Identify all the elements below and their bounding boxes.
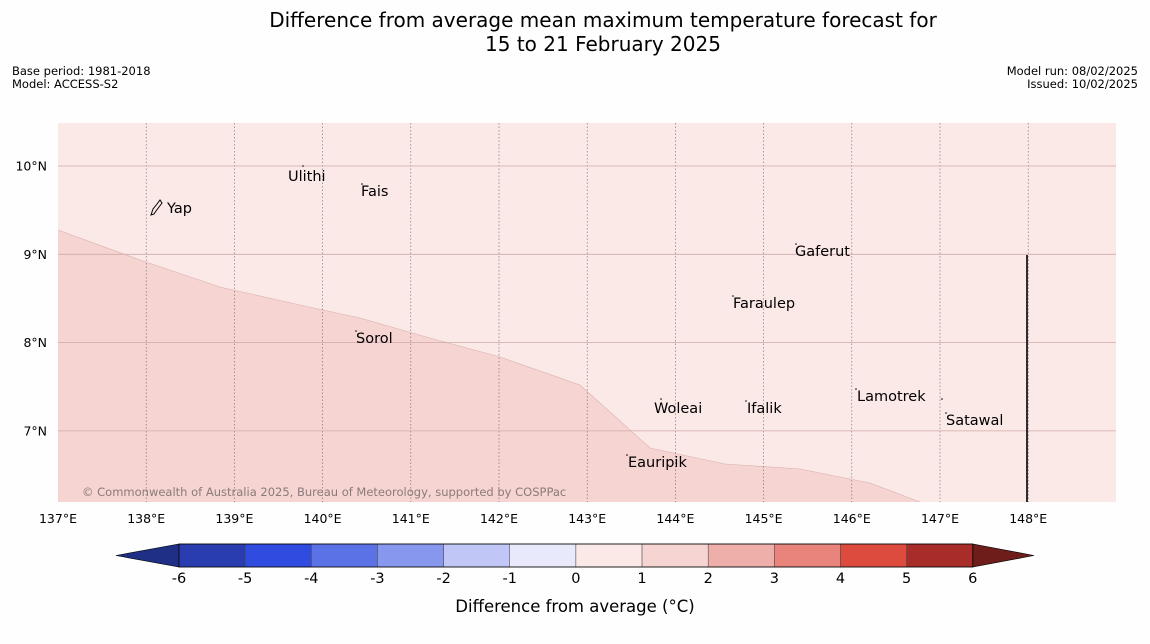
colorbar-tick-label: 4 — [836, 571, 845, 587]
longitude-tick-label: 142°E — [480, 511, 518, 526]
colorbar-frame — [178, 543, 974, 568]
latitude-tick-label: 9°N — [23, 247, 47, 262]
colorbar-bin — [575, 543, 643, 568]
latitude-tick-label: 10°N — [15, 159, 47, 174]
colorbar-tick-label: 3 — [770, 571, 779, 587]
island-dot — [626, 454, 628, 456]
colorbar-bin — [509, 543, 577, 568]
colorbar-tick-label: -2 — [436, 571, 450, 587]
model-name: Model: ACCESS-S2 — [12, 77, 119, 91]
colorbar-tick-label: -3 — [370, 571, 384, 587]
longitude-tick-label: 147°E — [921, 511, 959, 526]
longitude-tick-label: 137°E — [39, 511, 77, 526]
island-dot — [302, 165, 304, 167]
colorbar-extend-max — [972, 543, 1035, 568]
colorbar-tick-label: -1 — [503, 571, 517, 587]
latitude-labels: 10°N 9°N 8°N 7°N — [15, 159, 47, 439]
colorbar-tick-label: -5 — [238, 571, 252, 587]
colorbar-tick-label: 2 — [704, 571, 713, 587]
latitude-tick-label: 8°N — [23, 335, 47, 350]
colorbar-tick-label: -6 — [172, 571, 186, 587]
island-markers — [302, 165, 947, 456]
place-ifalik: Ifalik — [747, 401, 782, 417]
longitude-tick-label: 141°E — [392, 511, 430, 526]
yap-island-icon — [150, 199, 163, 216]
colorbar-tick-label: 0 — [571, 571, 580, 587]
colorbar-bin — [377, 543, 444, 568]
place-faraulep: Faraulep — [733, 296, 795, 312]
colorbar: -6 -5 -4 -3 -2 -1 0 1 2 3 4 5 6 — [115, 543, 1035, 587]
longitude-tick-label: 139°E — [215, 511, 253, 526]
colorbar-bin — [244, 543, 312, 568]
title-line-1: Difference from average mean maximum tem… — [269, 8, 937, 32]
longitude-tick-label: 138°E — [127, 511, 165, 526]
place-eauripik: Eauripik — [628, 455, 687, 471]
place-satawal: Satawal — [946, 413, 1003, 429]
longitude-tick-label: 145°E — [745, 511, 783, 526]
longitude-tick-label: 148°E — [1009, 511, 1047, 526]
place-labels: Yap Ulithi Fais Gaferut Faraulep Sorol W… — [166, 169, 1003, 471]
island-dot — [795, 243, 797, 245]
title-line-2: 15 to 21 February 2025 — [485, 32, 721, 56]
island-dot — [855, 388, 857, 390]
colorbar-bin — [311, 543, 378, 568]
colorbar-tick-label: -4 — [304, 571, 318, 587]
island-dot — [745, 400, 747, 402]
base-period: Base period: 1981-2018 — [12, 64, 151, 78]
colorbar-bin — [840, 543, 907, 568]
colorbar-bin — [774, 543, 841, 568]
place-lamotrek: Lamotrek — [857, 389, 926, 405]
longitude-tick-label: 140°E — [304, 511, 342, 526]
longitude-tick-label: 143°E — [568, 511, 606, 526]
colorbar-tick-label: 5 — [902, 571, 911, 587]
zone-boundary-line — [58, 229, 921, 502]
longitude-tick-label: 144°E — [656, 511, 694, 526]
colorbar-bin — [906, 543, 974, 568]
longitude-labels: 137°E 138°E 139°E 140°E 141°E 142°E 143°E 144°E… — [39, 511, 1047, 526]
place-ulithi: Ulithi — [288, 169, 326, 185]
island-dot — [361, 183, 363, 185]
place-woleai: Woleai — [654, 401, 702, 417]
colorbar-bin — [178, 543, 246, 568]
island-dot — [732, 295, 734, 297]
graticule — [58, 123, 1116, 502]
colorbar-label: Difference from average (°C) — [455, 597, 694, 616]
copyright-notice: © Commonwealth of Australia 2025, Bureau… — [82, 485, 566, 499]
place-gaferut: Gaferut — [795, 244, 850, 260]
place-sorol: Sorol — [356, 331, 393, 347]
colorbar-extend-min — [115, 543, 180, 568]
model-run: Model run: 08/02/2025 — [1006, 64, 1138, 78]
island-dot — [945, 412, 947, 414]
issued-date: Issued: 10/02/2025 — [1027, 77, 1138, 91]
place-fais: Fais — [361, 184, 388, 200]
meta-left: Base period: 1981-2018 Model: ACCESS-S2 — [12, 65, 151, 91]
zone-1-to-2 — [58, 230, 920, 502]
island-dot — [355, 330, 357, 332]
colorbar-tick-label: 1 — [637, 571, 646, 587]
island-dot — [941, 398, 943, 400]
longitude-tick-label: 146°E — [833, 511, 871, 526]
place-yap: Yap — [166, 201, 192, 217]
meta-right: Model run: 08/02/2025 Issued: 10/02/2025 — [1007, 65, 1138, 91]
island-dot — [660, 398, 662, 400]
latitude-tick-label: 7°N — [23, 423, 47, 438]
colorbar-bin — [443, 543, 511, 568]
colorbar-bin — [707, 543, 775, 568]
colorbar-bin — [641, 543, 709, 568]
colorbar-tick-label: 6 — [968, 571, 977, 587]
map-title: Difference from average mean maximum tem… — [0, 8, 1150, 56]
